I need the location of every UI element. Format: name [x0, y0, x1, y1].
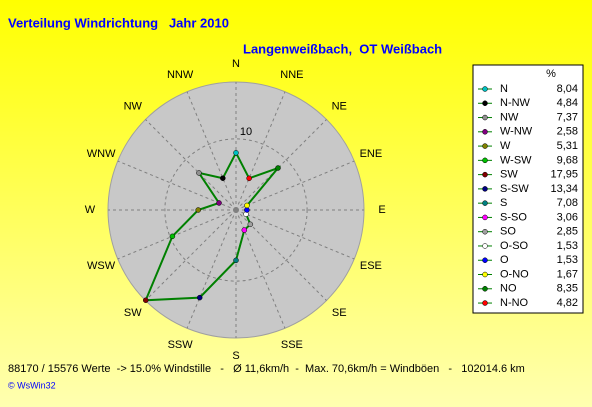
legend-value: 1,67: [557, 268, 578, 280]
direction-label: N: [232, 58, 240, 70]
legend-value: 1,53: [557, 254, 578, 266]
data-point: [233, 257, 239, 264]
footer: 88170 / 15576 Werte -> 15.0% Windstille …: [8, 363, 525, 375]
legend-value: 17,95: [550, 169, 578, 181]
direction-label: ENE: [360, 148, 383, 160]
legend-label: N-NO: [500, 297, 529, 309]
legend-label: NO: [500, 283, 517, 295]
legend-label: N: [500, 83, 508, 95]
credit: © WsWin32: [8, 380, 56, 390]
chart-title: Verteilung Windrichtung Jahr 2010: [8, 15, 229, 30]
data-point: [246, 175, 252, 182]
data-point: [169, 233, 176, 240]
legend-value: 3,06: [557, 211, 578, 223]
direction-label: NE: [332, 101, 347, 113]
legend-value: 2,85: [557, 226, 578, 238]
legend-marker: [482, 228, 488, 235]
data-point: [220, 175, 226, 181]
direction-label: NNW: [167, 69, 194, 81]
legend-marker: [482, 200, 488, 206]
direction-label: NW: [124, 101, 143, 113]
legend-label: NW: [500, 111, 519, 123]
legend-value: 7,37: [557, 111, 578, 123]
legend-label: SW: [500, 169, 518, 181]
direction-label: E: [378, 204, 385, 216]
legend-marker: [482, 271, 488, 278]
data-point: [241, 227, 248, 233]
legend-value: 4,84: [557, 97, 578, 109]
legend-value: 7,08: [557, 197, 578, 209]
data-point: [244, 207, 250, 213]
direction-label: WNW: [87, 148, 116, 160]
direction-label: W: [85, 204, 96, 216]
data-point: [233, 150, 239, 156]
legend-title: %: [546, 68, 556, 80]
data-point: [196, 294, 203, 301]
legend-value: 8,04: [557, 83, 578, 95]
legend-value: 13,34: [550, 183, 578, 195]
legend-label: W-SW: [500, 154, 532, 166]
data-point: [216, 200, 222, 206]
legend-marker: [482, 243, 488, 249]
legend-marker: [482, 157, 488, 164]
legend-label: W: [500, 140, 511, 152]
chart-subtitle: Langenweißbach, OT Weißbach: [243, 41, 442, 56]
legend-label: O-NO: [500, 268, 529, 280]
legend-label: S-SW: [500, 183, 529, 195]
data-point: [275, 165, 281, 171]
legend-value: 5,31: [557, 140, 578, 152]
legend-value: 2,58: [557, 126, 578, 138]
legend-value: 8,35: [557, 283, 578, 295]
legend-label: S: [500, 197, 507, 209]
legend-marker: [482, 100, 488, 107]
direction-label: SSW: [168, 339, 194, 351]
direction-label: WSW: [87, 260, 116, 272]
legend-marker: [482, 129, 488, 135]
data-point: [244, 202, 250, 209]
legend-value: 4,82: [557, 297, 578, 309]
direction-label: SW: [124, 307, 142, 319]
legend-marker: [482, 186, 488, 192]
legend-label: S-SO: [500, 211, 527, 223]
legend-value: 9,68: [557, 154, 578, 166]
direction-label: ESE: [360, 260, 382, 272]
legend-marker: [482, 214, 488, 221]
legend-label: SO: [500, 226, 516, 238]
legend-marker: [482, 86, 488, 92]
legend-label: N-NW: [500, 97, 531, 109]
legend-marker: [482, 257, 488, 263]
legend-marker: [482, 300, 488, 306]
direction-label: SSE: [281, 339, 303, 351]
data-point: [196, 170, 202, 176]
legend-label: O-SO: [500, 240, 529, 252]
legend-marker: [482, 114, 488, 121]
legend-marker: [482, 171, 488, 178]
grid-ring: [164, 138, 308, 282]
tick-label: 10: [240, 126, 252, 138]
legend-label: O: [500, 254, 509, 266]
legend-marker: [482, 143, 488, 149]
legend-marker: [482, 286, 488, 292]
direction-label: NNE: [280, 69, 303, 81]
direction-label: SE: [332, 307, 347, 319]
legend-value: 1,53: [557, 240, 578, 252]
direction-label: S: [232, 350, 239, 362]
data-point: [142, 297, 149, 304]
legend-label: W-NW: [500, 126, 533, 138]
data-point: [247, 221, 254, 228]
data-point: [195, 207, 201, 213]
